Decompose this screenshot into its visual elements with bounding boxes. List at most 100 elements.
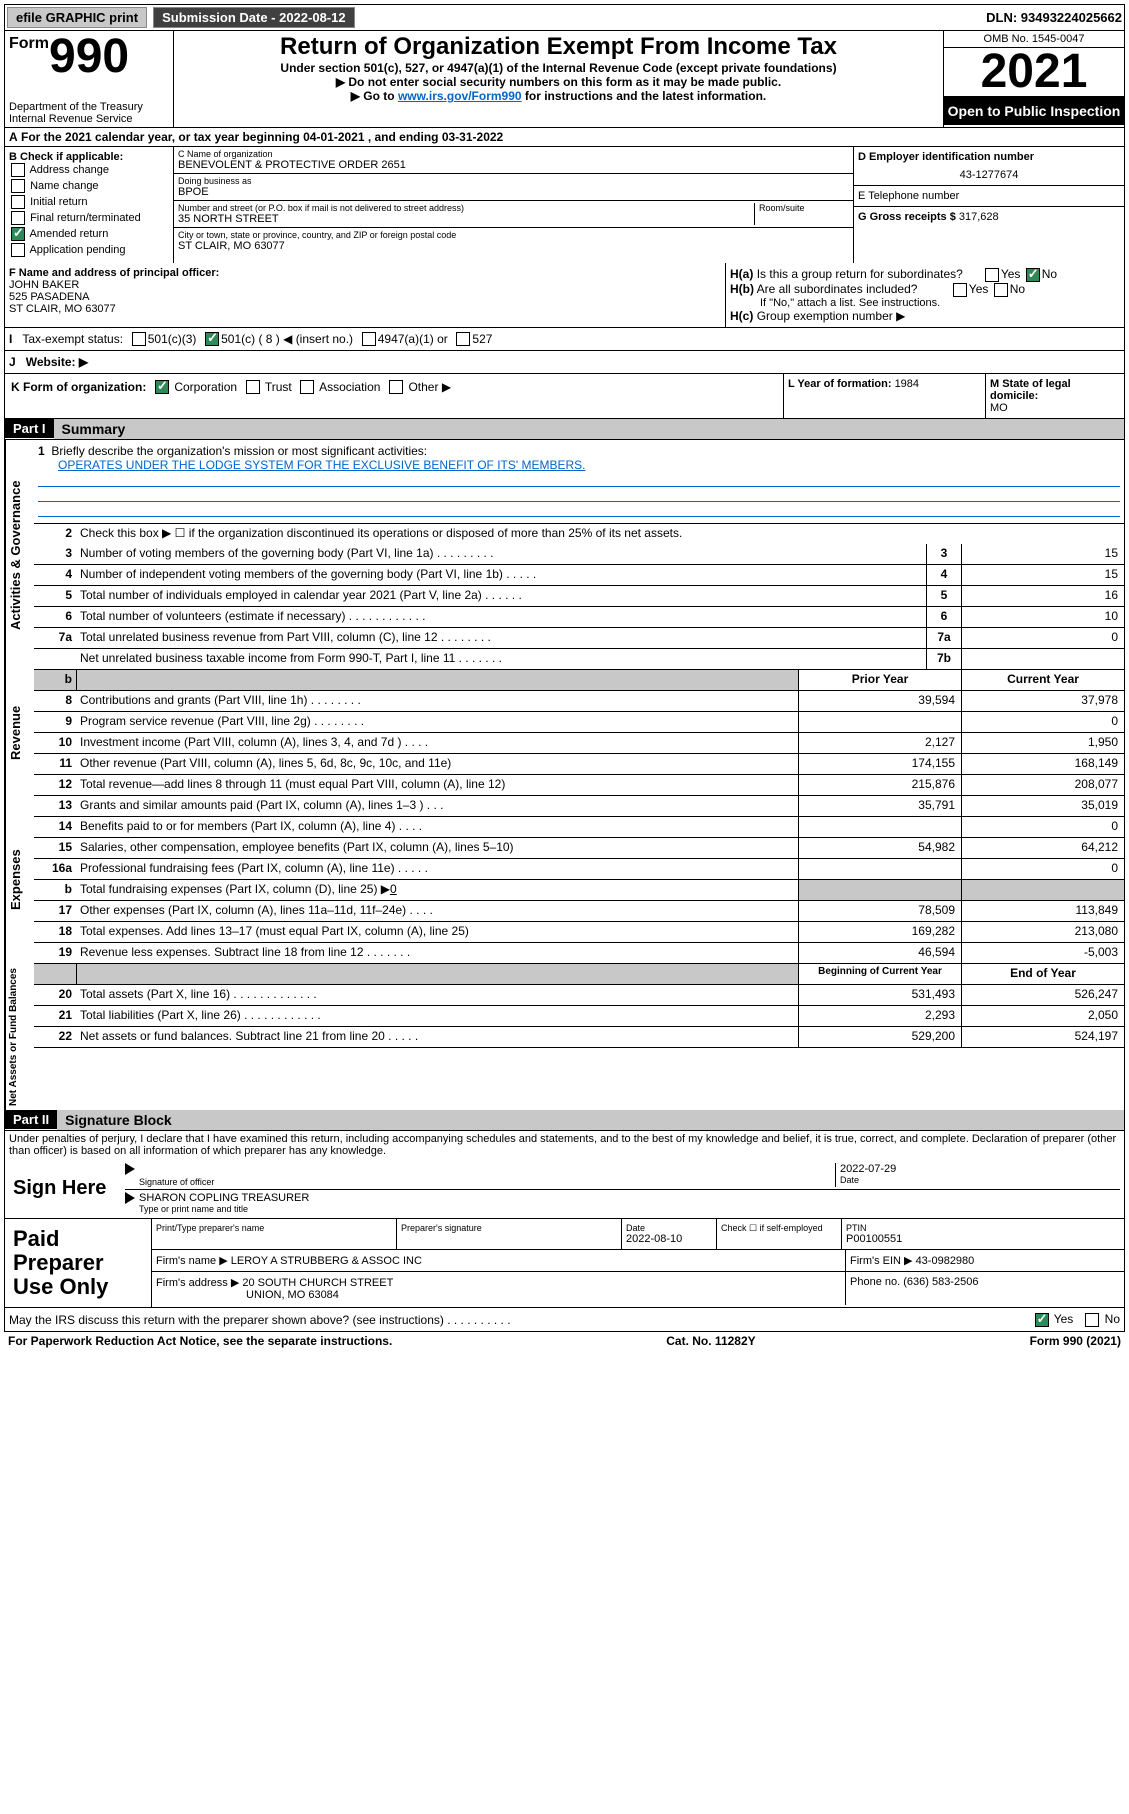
preparer-title: Paid Preparer Use Only — [5, 1219, 152, 1308]
val-6: 10 — [961, 607, 1124, 627]
part1-badge: Part I — [5, 419, 54, 438]
dln-label: DLN: 93493224025662 — [986, 10, 1122, 25]
principal-officer: F Name and address of principal officer:… — [5, 263, 725, 327]
activities-label: Activities & Governance — [5, 440, 34, 670]
val-5: 16 — [961, 586, 1124, 606]
val-4: 15 — [961, 565, 1124, 585]
website-row: J Website: ▶ — [4, 351, 1125, 374]
check-final: Final return/terminated — [9, 211, 169, 225]
right-column: D Employer identification number 43-1277… — [853, 147, 1124, 263]
check-amended: Amended return — [9, 227, 169, 241]
line-18: Total expenses. Add lines 13–17 (must eq… — [76, 922, 798, 942]
revenue-label: Revenue — [5, 670, 34, 796]
prep-date-label: Date — [626, 1223, 712, 1233]
discuss-row: May the IRS discuss this return with the… — [4, 1308, 1125, 1332]
check-column: B Check if applicable: Address change Na… — [5, 147, 174, 263]
tax-year: 2021 — [944, 48, 1124, 97]
line-6: Total number of volunteers (estimate if … — [76, 607, 926, 627]
mission-box: 1 Briefly describe the organization's mi… — [34, 440, 1124, 524]
revenue-section: Revenue b Prior Year Current Year 8 Cont… — [4, 670, 1125, 796]
c17: 113,849 — [961, 901, 1124, 921]
goto-note: ▶ Go to www.irs.gov/Form990 for instruct… — [180, 89, 937, 103]
form-prefix: Form — [9, 35, 49, 52]
firm-name-label: Firm's name ▶ — [156, 1255, 228, 1267]
room-label: Room/suite — [759, 203, 849, 213]
check-header: B Check if applicable: — [9, 151, 169, 163]
line-4: Number of independent voting members of … — [76, 565, 926, 585]
c18: 213,080 — [961, 922, 1124, 942]
footer: For Paperwork Reduction Act Notice, see … — [4, 1332, 1125, 1350]
firm-phone-label: Phone no. — [850, 1276, 900, 1288]
line-5: Total number of individuals employed in … — [76, 586, 926, 606]
val-7a: 0 — [961, 628, 1124, 648]
entity-block: B Check if applicable: Address change Na… — [4, 147, 1125, 263]
k-row: K Form of organization: Corporation Trus… — [4, 374, 1125, 419]
line-16b: Total fundraising expenses (Part IX, col… — [76, 880, 798, 900]
org-name-label: C Name of organization — [178, 149, 849, 159]
submission-date-button[interactable]: Submission Date - 2022-08-12 — [153, 7, 355, 28]
c22: 524,197 — [961, 1027, 1124, 1047]
p21: 2,293 — [798, 1006, 961, 1026]
p12: 215,876 — [798, 775, 961, 795]
dept-treasury: Department of the Treasury — [9, 101, 169, 113]
check-address: Address change — [9, 163, 169, 177]
line-10: Investment income (Part VIII, column (A)… — [76, 733, 798, 753]
firm-addr-label: Firm's address ▶ — [156, 1277, 239, 1289]
line-9: Program service revenue (Part VIII, line… — [76, 712, 798, 732]
c20: 526,247 — [961, 985, 1124, 1005]
end-year-header: End of Year — [961, 964, 1124, 984]
expenses-section: Expenses 13 Grants and similar amounts p… — [4, 796, 1125, 964]
begin-year-header: Beginning of Current Year — [798, 964, 961, 984]
p19: 46,594 — [798, 943, 961, 963]
sig-officer-label: Signature of officer — [139, 1177, 835, 1187]
firm-phone: (636) 583-2506 — [903, 1276, 978, 1288]
net-assets-section: Net Assets or Fund Balances Beginning of… — [4, 964, 1125, 1110]
line-12: Total revenue—add lines 8 through 11 (mu… — [76, 775, 798, 795]
p22: 529,200 — [798, 1027, 961, 1047]
open-public-badge: Open to Public Inspection — [944, 97, 1124, 125]
p11: 174,155 — [798, 754, 961, 774]
line-3: Number of voting members of the governin… — [76, 544, 926, 564]
preparer-section: Paid Preparer Use Only Print/Type prepar… — [4, 1219, 1125, 1309]
c19: -5,003 — [961, 943, 1124, 963]
form-ref: Form 990 (2021) — [1030, 1334, 1121, 1348]
p8: 39,594 — [798, 691, 961, 711]
line-13: Grants and similar amounts paid (Part IX… — [76, 796, 798, 816]
irs-link[interactable]: www.irs.gov/Form990 — [398, 89, 522, 103]
part1-title: Summary — [54, 419, 1124, 439]
prior-year-header: Prior Year — [798, 670, 961, 690]
current-year-header: Current Year — [961, 670, 1124, 690]
sign-here-block: Sign Here Signature of officer 2022-07-2… — [4, 1159, 1125, 1219]
c16a: 0 — [961, 859, 1124, 879]
prep-date: 2022-08-10 — [626, 1233, 712, 1245]
officer-name-label: Type or print name and title — [139, 1204, 1120, 1214]
p15: 54,982 — [798, 838, 961, 858]
form-number: 990 — [49, 30, 129, 83]
p13: 35,791 — [798, 796, 961, 816]
street-value: 35 NORTH STREET — [178, 213, 754, 225]
org-name: BENEVOLENT & PROTECTIVE ORDER 2651 — [178, 159, 849, 171]
year-box: OMB No. 1545-0047 2021 Open to Public In… — [943, 31, 1124, 127]
ptin-label: PTIN — [846, 1223, 1120, 1233]
val-7b — [961, 649, 1124, 669]
part2-badge: Part II — [5, 1110, 57, 1129]
cat-no: Cat. No. 11282Y — [666, 1334, 755, 1348]
irs-label: Internal Revenue Service — [9, 113, 169, 125]
line-2: Check this box ▶ ☐ if the organization d… — [76, 524, 1124, 544]
gross-value: 317,628 — [959, 211, 999, 223]
line-20: Total assets (Part X, line 16) . . . . .… — [76, 985, 798, 1005]
ein-label: D Employer identification number — [858, 151, 1120, 163]
efile-button[interactable]: efile GRAPHIC print — [7, 7, 147, 28]
activities-section: Activities & Governance 1 Briefly descri… — [4, 440, 1125, 670]
prep-sig-label: Preparer's signature — [401, 1223, 617, 1233]
c14: 0 — [961, 817, 1124, 837]
firm-addr1: 20 SOUTH CHURCH STREET — [242, 1277, 393, 1289]
tax-exempt-row: I Tax-exempt status: 501(c)(3) 501(c) ( … — [4, 328, 1125, 351]
phone-label: E Telephone number — [854, 186, 1124, 207]
gross-label: G Gross receipts $ — [858, 211, 956, 223]
c13: 35,019 — [961, 796, 1124, 816]
prep-check-label: Check ☐ if self-employed — [717, 1219, 842, 1249]
line-19: Revenue less expenses. Subtract line 18 … — [76, 943, 798, 963]
net-assets-label: Net Assets or Fund Balances — [5, 964, 34, 1110]
c21: 2,050 — [961, 1006, 1124, 1026]
